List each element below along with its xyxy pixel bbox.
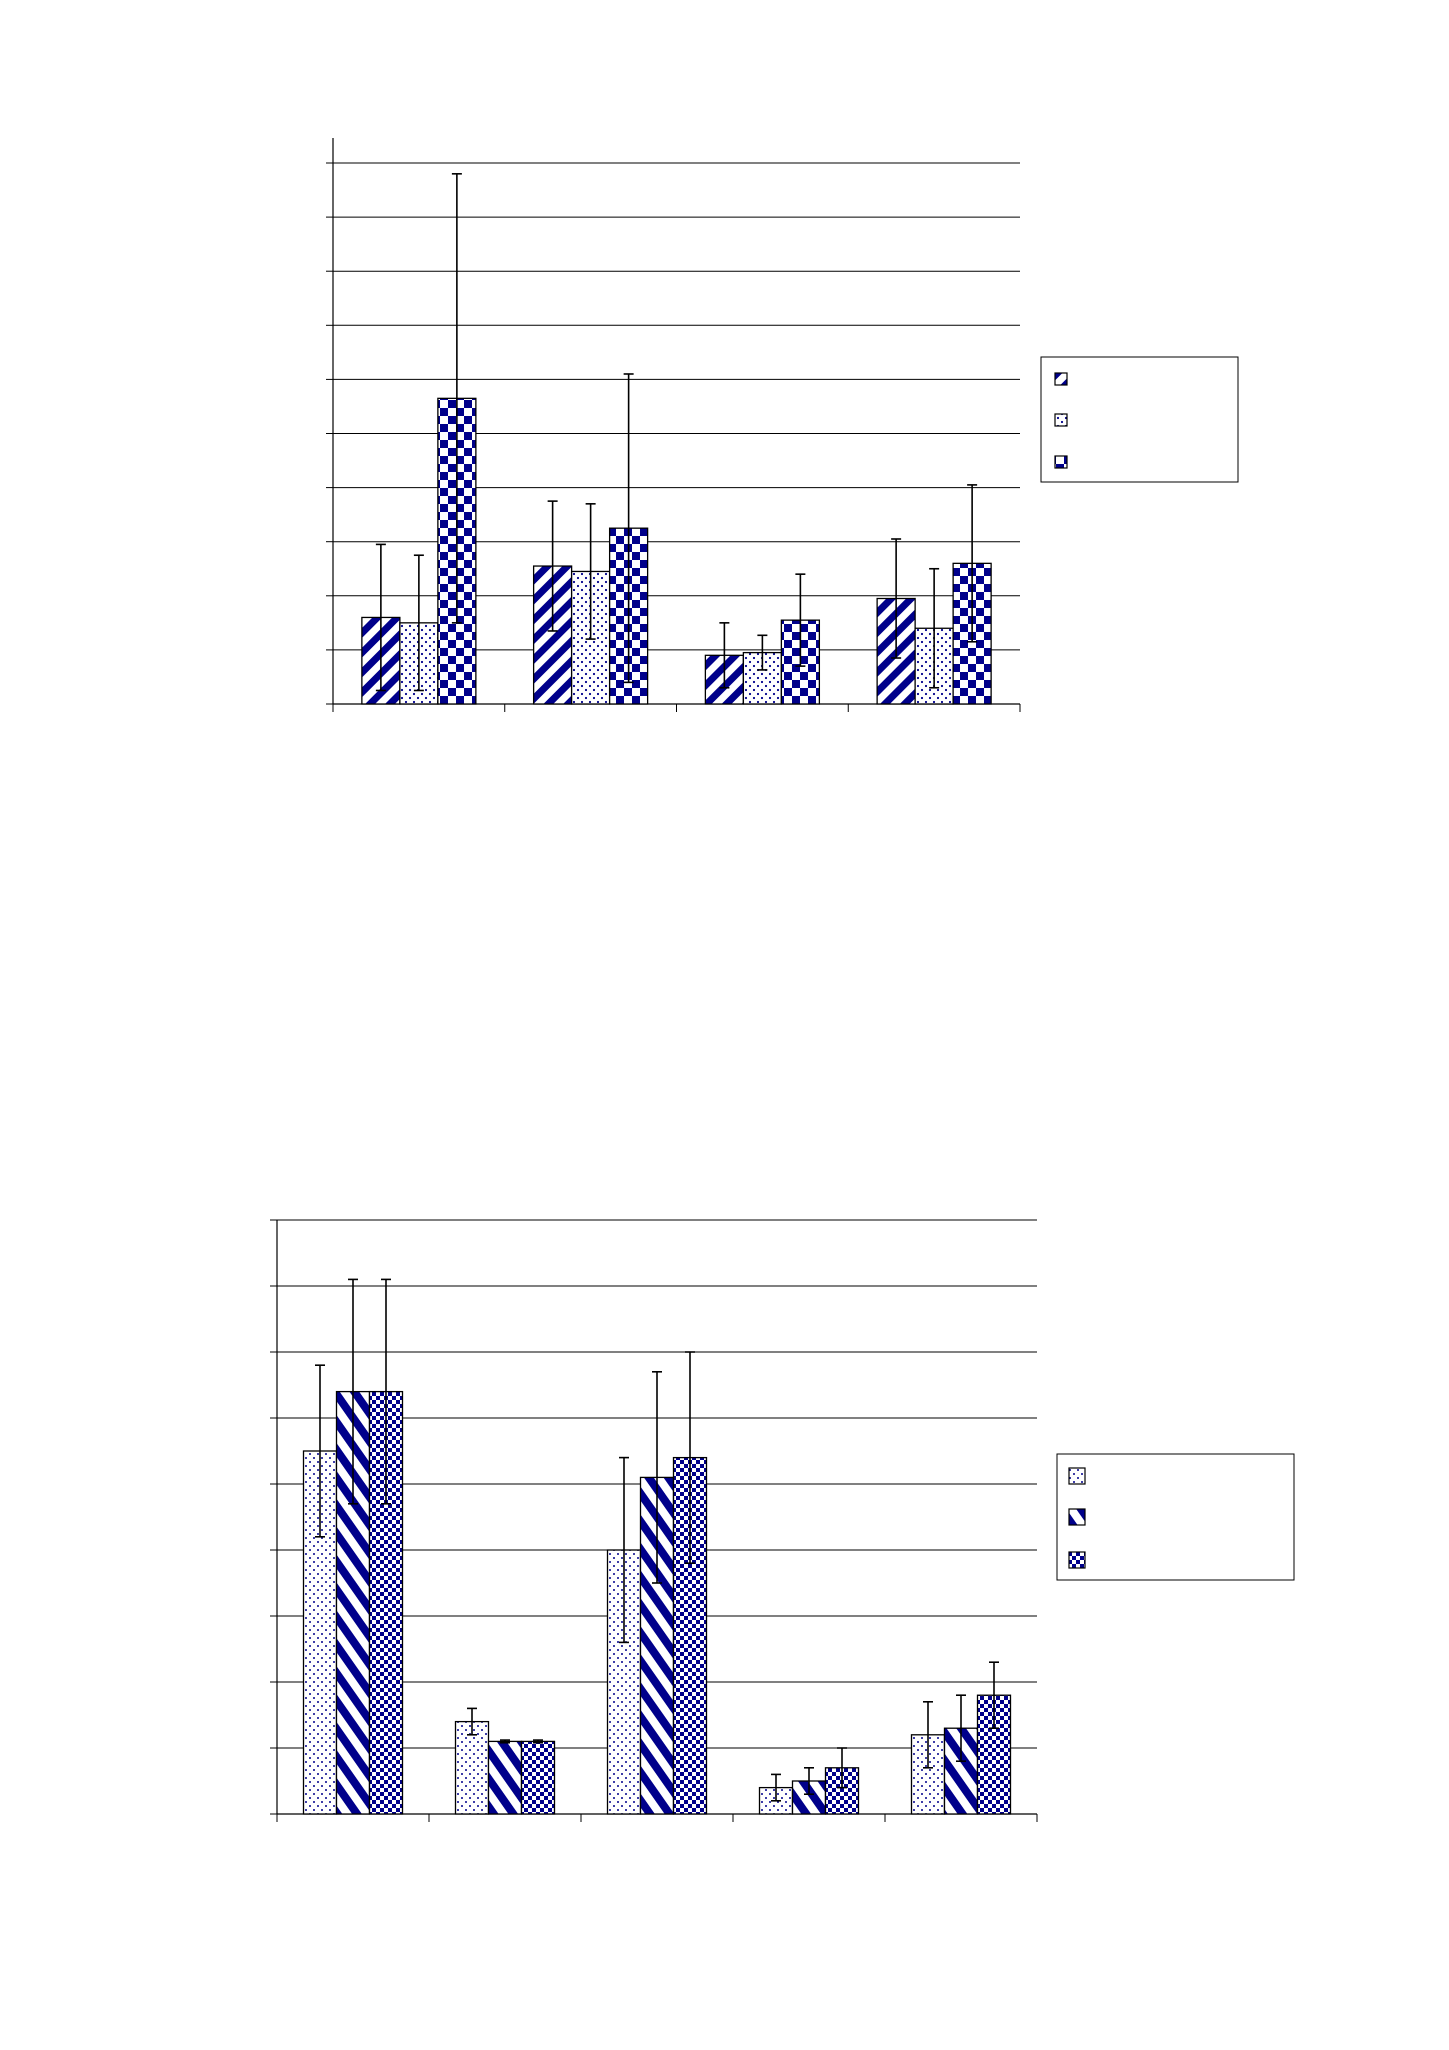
- legend-swatch: [1054, 455, 1068, 469]
- legend-swatch: [1054, 413, 1068, 427]
- legend-swatch: [1068, 1467, 1086, 1485]
- bar: [487, 1740, 523, 1815]
- chart-2: [270, 1219, 1295, 1822]
- chart-1: [326, 138, 1239, 712]
- bar: [520, 1740, 556, 1815]
- legend-box: [1040, 356, 1239, 483]
- legend-swatch: [1068, 1551, 1086, 1569]
- legend-swatch: [1068, 1508, 1086, 1526]
- legend-swatch: [1054, 372, 1068, 386]
- legend-box: [1056, 1453, 1295, 1581]
